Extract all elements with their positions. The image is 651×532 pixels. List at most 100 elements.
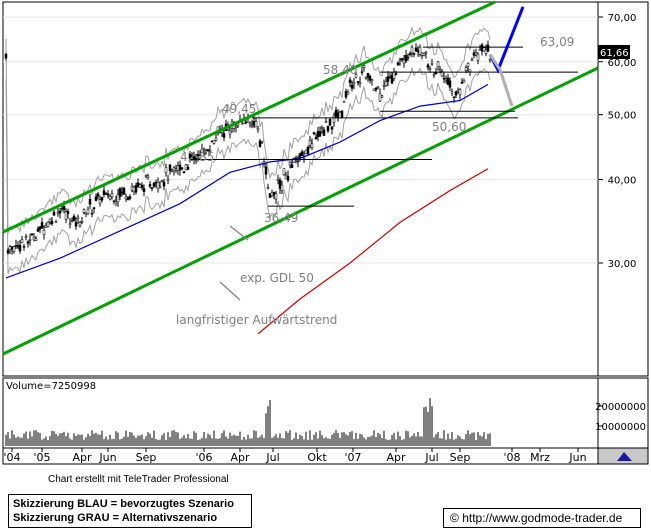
candle-body [446,77,450,85]
candle-body [394,73,398,75]
candle-body [434,72,438,75]
candle-body [208,150,212,152]
candle-body [430,63,434,65]
candle-body [250,124,254,127]
candle-body [138,184,142,188]
pencil-icon[interactable] [617,452,632,461]
x-tick-label: Okt [307,451,327,464]
candle-body [48,218,52,223]
candle-body [320,127,324,129]
annotation-label: 50,60 [432,120,466,134]
candle-body [286,175,290,181]
candle-body [78,222,82,226]
candle-body [330,126,334,130]
candle-body [80,221,84,223]
candle-body [18,244,22,252]
candle-body [398,59,402,61]
candle-body [40,222,44,229]
candle-body [270,192,274,197]
candle-body [182,171,186,174]
candle-body [10,246,14,250]
candle-body [58,210,62,214]
candle-body [432,73,436,76]
candle-body [168,164,172,171]
candle-body [200,148,204,153]
annotation-label: exp. GDL 50 [240,271,314,285]
candle-body [222,133,226,138]
candle-body [184,164,188,171]
candle-body [46,221,50,227]
candle-body [112,200,116,202]
moving-averages [5,83,489,335]
candle-body [392,71,396,79]
candle-body [466,63,470,67]
candle-body [486,44,490,52]
candle-body [150,187,154,189]
candle-body [456,90,460,93]
candle-body [244,121,248,124]
candle-body [318,131,322,137]
candle-body [152,183,156,187]
chart-credit: Chart erstellt mit TeleTrader Profession… [48,474,229,485]
ema-line [5,83,489,279]
candle-body [476,53,480,61]
candle-body [12,246,16,252]
candle-body [186,166,190,170]
candle-body [438,68,442,71]
candle-body [196,154,200,156]
candle-body [118,188,122,197]
candle-body [6,250,10,254]
candle-body [212,140,216,144]
candle-body [90,212,94,215]
candle-body [86,209,90,214]
candle-body [122,187,126,195]
arrow-ema [229,225,249,241]
candle-body [116,194,120,203]
candle-body [370,79,374,81]
candle-body [368,75,372,81]
candle-body [158,186,162,189]
annotation-label: 42,85 [180,150,214,164]
candle-body [258,140,262,147]
source-url[interactable]: © http://www.godmode-trader.de [443,508,641,528]
candle-body [298,153,302,159]
candle-body [254,121,258,128]
candle-body [132,186,136,192]
sma-line [257,168,489,335]
candle-body [328,118,332,126]
trend-channel [2,0,599,356]
candle-body [482,47,486,52]
candle-body [148,184,152,187]
candle-body [84,212,88,215]
candle-body [248,122,252,125]
candle-body [304,149,308,155]
candle-body [442,77,446,80]
candle-body [142,188,146,192]
candle-body [104,193,108,195]
candle-body [326,125,330,132]
candle-body [288,162,292,166]
candle-body [50,220,54,225]
candle-body [140,184,144,188]
candle-body [386,76,390,82]
candle-body [426,64,430,68]
candle-body [310,143,314,148]
candle-body [42,229,46,235]
candle-body [468,69,472,73]
price-tick-label: 60,00 [608,58,637,69]
copyright-icon: © [450,511,459,525]
candle-body [340,110,344,118]
price-tick-label: 50,00 [608,111,637,122]
candle-body [290,164,294,169]
candle-body [68,223,72,226]
candle-body [36,228,40,232]
candle-body [124,196,128,200]
x-tick-label: Sep [136,451,157,464]
candle-body [108,195,112,200]
candle-body [100,197,104,201]
candle-body [448,80,452,88]
candle-body [424,51,428,54]
x-tick-label: Apr [72,451,92,464]
candle-body [274,193,278,200]
candle-body [214,137,218,141]
